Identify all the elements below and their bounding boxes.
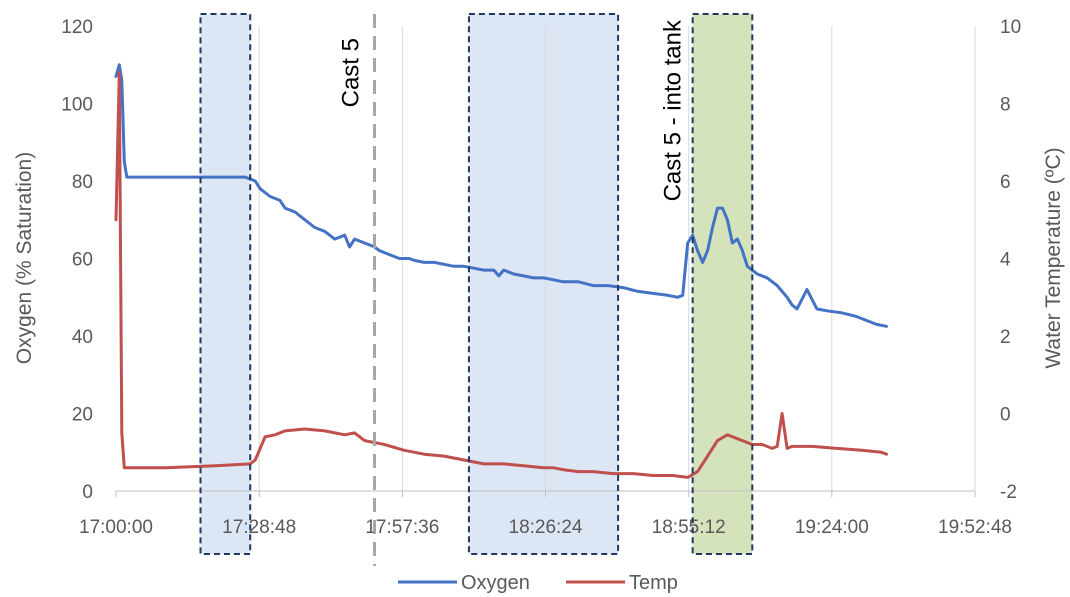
y-tick-label-4: 80: [72, 172, 93, 193]
shaded-region-0: [200, 14, 251, 554]
legend-label-temp: Temp: [629, 572, 678, 594]
y2-tick-label-0: -2: [1000, 482, 1017, 503]
y2-tick-label-3: 4: [1000, 250, 1011, 271]
x-tick-label-6: 19:52:48: [938, 517, 1012, 538]
y-axis-ticks: 0 20 40 60 80 100 120: [61, 17, 93, 503]
y2-tick-label-2: 2: [1000, 327, 1011, 348]
shaded-region-2: [692, 14, 753, 554]
x-tick-label-0: 17:00:00: [79, 517, 153, 538]
y2-tick-label-1: 0: [1000, 405, 1011, 426]
annotation-cast5: Cast 5: [337, 38, 364, 107]
y2-axis-title: Water Temperature (ºC): [1042, 147, 1065, 368]
x-tick-label-4: 18:55:12: [652, 517, 726, 538]
legend: Oxygen Temp: [398, 572, 678, 594]
series-line-temp: [114, 71, 888, 479]
y2-tick-label-4: 6: [1000, 172, 1011, 193]
y-tick-label-3: 60: [72, 250, 93, 271]
shaded-region-border-1: [467, 13, 620, 555]
y-tick-label-6: 120: [61, 17, 93, 38]
annotations: Cast 5 Cast 5 - into tank: [337, 14, 687, 566]
legend-label-oxygen: Oxygen: [461, 572, 530, 594]
y2-tick-label-5: 8: [1000, 95, 1011, 116]
region-borders: [199, 13, 754, 555]
shaded-region-border-0: [199, 13, 252, 555]
x-tick-label-5: 19:24:00: [795, 517, 869, 538]
y-axis-title: Oxygen (% Saturation): [13, 152, 36, 364]
x-tick-label-3: 18:26:24: [509, 517, 583, 538]
x-tick-label-1: 17:28:48: [222, 517, 296, 538]
y-tick-label-2: 40: [72, 327, 93, 348]
y-tick-label-0: 0: [82, 482, 93, 503]
y-tick-label-1: 20: [72, 405, 93, 426]
y-tick-label-5: 100: [61, 95, 93, 116]
gridlines: [258, 26, 976, 491]
y2-axis-ticks: -2 0 2 4 6 8 10: [1000, 17, 1021, 503]
annotation-cast5-into-tank: Cast 5 - into tank: [660, 19, 687, 201]
x-tick-label-2: 17:57:36: [365, 517, 439, 538]
x-axis-ticks: 17:00:00 17:28:48 17:57:36 18:26:24 18:55:12…: [79, 491, 1012, 538]
y2-tick-label-6: 10: [1000, 17, 1021, 38]
